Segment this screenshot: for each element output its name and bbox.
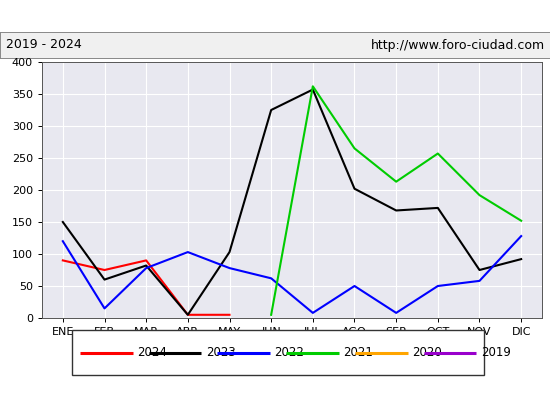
Text: Evolucion Nº Turistas Nacionales en el municipio de Remondo: Evolucion Nº Turistas Nacionales en el m… <box>11 8 539 24</box>
Text: 2021: 2021 <box>343 346 373 359</box>
Text: 2024: 2024 <box>137 346 167 359</box>
Text: 2023: 2023 <box>206 346 235 359</box>
FancyBboxPatch shape <box>72 330 484 375</box>
Text: 2019: 2019 <box>481 346 510 359</box>
Text: 2019 - 2024: 2019 - 2024 <box>6 38 81 52</box>
Text: 2020: 2020 <box>412 346 442 359</box>
Text: 2022: 2022 <box>274 346 304 359</box>
Text: http://www.foro-ciudad.com: http://www.foro-ciudad.com <box>370 38 544 52</box>
